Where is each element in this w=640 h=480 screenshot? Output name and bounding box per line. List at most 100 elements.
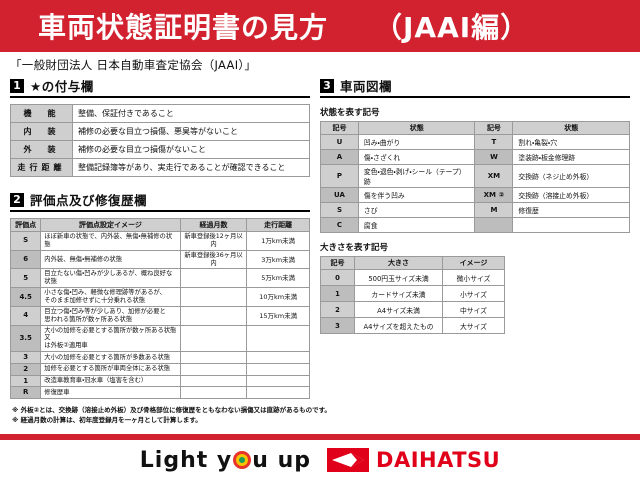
- grade-description: ほぼ新車の状態で、内外装、無傷・無補修の状態: [40, 231, 181, 251]
- size-image-label: 大サイズ: [442, 317, 505, 334]
- section-1-heading: 1 ★の付与欄: [10, 76, 310, 98]
- symbol-code-right: XM: [474, 164, 514, 188]
- table-row: 機 能整備、保証付きであること: [10, 104, 310, 123]
- page-title-main: 車両状態証明書の見方: [38, 11, 329, 44]
- size-image-label: 小サイズ: [442, 285, 505, 302]
- size-code: 3: [320, 317, 355, 334]
- daihatsu-logo: DAIHATSU: [327, 448, 500, 472]
- size-symbol-table: 記号 大きさ イメージ 0 500円玉サイズ未満 微小サイズ 1 カードサイズ未満 小サイズ 2…: [320, 256, 505, 334]
- star-criteria-label: 機 能: [10, 104, 73, 123]
- slogan-o-circle-icon: [233, 451, 252, 469]
- table-row: 内 装補修の必要な目立つ損傷、悪臭等がないこと: [10, 122, 310, 141]
- symbol-code-right: [474, 217, 514, 233]
- table-row: 2 A4サイズ未満 中サイズ: [320, 301, 505, 318]
- footnotes: ※ 外板②とは、交換跡（溶接止め外板）及び骨格部位に修復歴をともなわない損傷又は…: [0, 399, 640, 425]
- grade-value: 4.5: [9, 287, 42, 307]
- table-row: A 傷・さざくれ W 塗装跡・板金修理跡: [320, 149, 630, 165]
- star-criteria-label: 走行距離: [10, 158, 73, 177]
- section-3-title: 車両図欄: [340, 79, 393, 94]
- content-columns: 1 ★の付与欄 機 能整備、保証付きであること内 装補修の必要な目立つ損傷、悪臭…: [0, 76, 640, 400]
- size-description: カードサイズ未満: [354, 285, 443, 302]
- grade-table-body: S ほぼ新車の状態で、内外装、無傷・無補修の状態 新車登録後12ヶ月以内 1万km未満…: [9, 231, 310, 400]
- grade-months: [179, 351, 248, 364]
- table-row: 外 装補修の必要な目立つ損傷がないこと: [10, 140, 310, 159]
- brand-slogan: Light y u up: [140, 448, 311, 473]
- star-criteria-body: 機 能整備、保証付きであること内 装補修の必要な目立つ損傷、悪臭等がないこと外 …: [10, 104, 310, 177]
- size-image-label: 中サイズ: [442, 301, 505, 318]
- star-criteria-label: 外 装: [10, 140, 73, 159]
- grade-description: 改造車教育車・冠水車（塩害を含む）: [40, 374, 181, 388]
- organization-line: 「一般財団法人 日本自動車査定協会（JAAI）」: [10, 58, 257, 72]
- symbol-code-left: C: [320, 217, 359, 233]
- grade-description: 大小の加修を必要とする箇所が数ヶ所ある状態又 は外板②適用車: [40, 324, 181, 353]
- size-column-header: 大きさ: [354, 256, 443, 270]
- star-criteria-text: 整備、保証付きであること: [72, 104, 310, 123]
- grade-column-header: 評価点: [9, 218, 42, 232]
- section-1-title: ★の付与欄: [30, 79, 94, 94]
- symbol-table-heading: 状態を表す記号: [320, 108, 380, 118]
- grade-mileage: 15万km未満: [246, 305, 310, 326]
- size-code: 1: [320, 285, 355, 302]
- section-2-title: 評価点及び修復歴欄: [30, 193, 148, 208]
- grade-value: 5: [9, 268, 42, 289]
- slogan-text-before: Light y: [139, 447, 233, 473]
- grade-months: [179, 287, 248, 307]
- grade-description: 修復歴車: [40, 386, 181, 400]
- grade-months: [179, 362, 248, 376]
- section-2-number: 2: [10, 192, 24, 207]
- table-row: 3 A4サイズを超えたもの 大サイズ: [320, 317, 505, 334]
- star-criteria-text: 整備記録簿等があり、実走行であることが確認できること: [72, 158, 310, 177]
- grade-value: 3.5: [9, 324, 42, 353]
- grade-value: 4: [9, 305, 42, 326]
- grade-months: 新車登録後36ヶ月以内: [179, 249, 248, 270]
- size-table-heading: 大きさを表す記号: [320, 243, 389, 253]
- left-column: 1 ★の付与欄 機 能整備、保証付きであること内 装補修の必要な目立つ損傷、悪臭…: [9, 76, 310, 400]
- symbol-code-left: U: [320, 134, 359, 150]
- symbol-state-left: 凹み・曲がり: [357, 134, 476, 150]
- section-3-number: 3: [320, 78, 334, 93]
- grade-mileage: [246, 374, 310, 388]
- grade-mileage: 3万km未満: [246, 249, 310, 270]
- page-footer: Light y u up DAIHATSU: [0, 440, 640, 480]
- symbol-table-body: U 凹み・曲がり T 割れ・亀裂・穴 A 傷・さざくれ W 塗装跡・板金修理跡 P 変色・退色・剥…: [320, 134, 630, 233]
- table-row: 4 目立つ傷・凹み等が少しあり、加修が必要と 思われる箇所が数ヶ所ある状態 15万km…: [9, 305, 310, 326]
- grade-table-head: 評価点 評価点設定イメージ 経過月数 走行距離: [9, 218, 310, 232]
- symbol-state-left: 変色・退色・剥げ・シール（テープ）跡: [357, 164, 476, 188]
- grade-mileage: 10万km未満: [246, 287, 310, 307]
- symbol-column-header: 状態: [357, 121, 476, 135]
- footnote-line: ※ 外板②とは、交換跡（溶接止め外板）及び骨格部位に修復歴をともなわない損傷又は…: [12, 406, 331, 415]
- symbol-code-left: S: [320, 202, 359, 218]
- grade-column-header: 評価点設定イメージ: [40, 218, 181, 232]
- symbol-code-right: M: [474, 202, 514, 218]
- page-title-sub: （JAAI編）: [374, 11, 530, 44]
- grade-months: [179, 324, 248, 353]
- grade-mileage: [246, 362, 310, 376]
- symbol-state-right: [512, 217, 630, 233]
- grade-value: 3: [9, 351, 42, 364]
- grade-description: 内外装、無傷・無補修の状態: [40, 249, 181, 270]
- grade-description: 小さな傷・凹み、軽微な修理跡等があるが、 そのまま加修せずに十分乗れる状態: [40, 287, 181, 307]
- symbol-table-head: 記号 状態 記号 状態: [320, 121, 630, 135]
- section-3-heading: 3 車両図欄: [320, 76, 630, 98]
- grade-value: 1: [9, 374, 42, 388]
- table-row: 0 500円玉サイズ未満 微小サイズ: [320, 269, 505, 286]
- size-table-head: 記号 大きさ イメージ: [320, 256, 505, 270]
- grade-months: [179, 386, 248, 400]
- grade-column-header: 経過月数: [179, 218, 248, 232]
- symbol-column-header: 記号: [474, 121, 514, 135]
- table-row: C 腐食: [320, 217, 630, 233]
- footer-red-rule: [0, 434, 640, 440]
- table-row: 6 内外装、無傷・無補修の状態 新車登録後36ヶ月以内 3万km未満: [9, 249, 310, 270]
- grade-months: 新車登録後12ヶ月以内: [179, 231, 248, 251]
- footnote-line: ※ 経過月数の計算は、初年度登録月を一ヶ月として計算します。: [12, 416, 202, 425]
- star-criteria-table: 機 能整備、保証付きであること内 装補修の必要な目立つ損傷、悪臭等がないこと外 …: [10, 104, 310, 177]
- section-2-heading: 2 評価点及び修復歴欄: [10, 190, 310, 212]
- symbol-code-right: T: [474, 134, 514, 150]
- size-description: A4サイズ未満: [354, 301, 443, 318]
- symbol-state-left: 腐食: [357, 217, 476, 233]
- size-table-body: 0 500円玉サイズ未満 微小サイズ 1 カードサイズ未満 小サイズ 2 A4サイズ未満 中サイ…: [320, 269, 505, 334]
- slogan-text-after: u up: [252, 447, 312, 473]
- grade-mileage: 5万km未満: [246, 268, 310, 289]
- symbol-code-left: UA: [320, 187, 359, 203]
- size-code: 2: [320, 301, 355, 318]
